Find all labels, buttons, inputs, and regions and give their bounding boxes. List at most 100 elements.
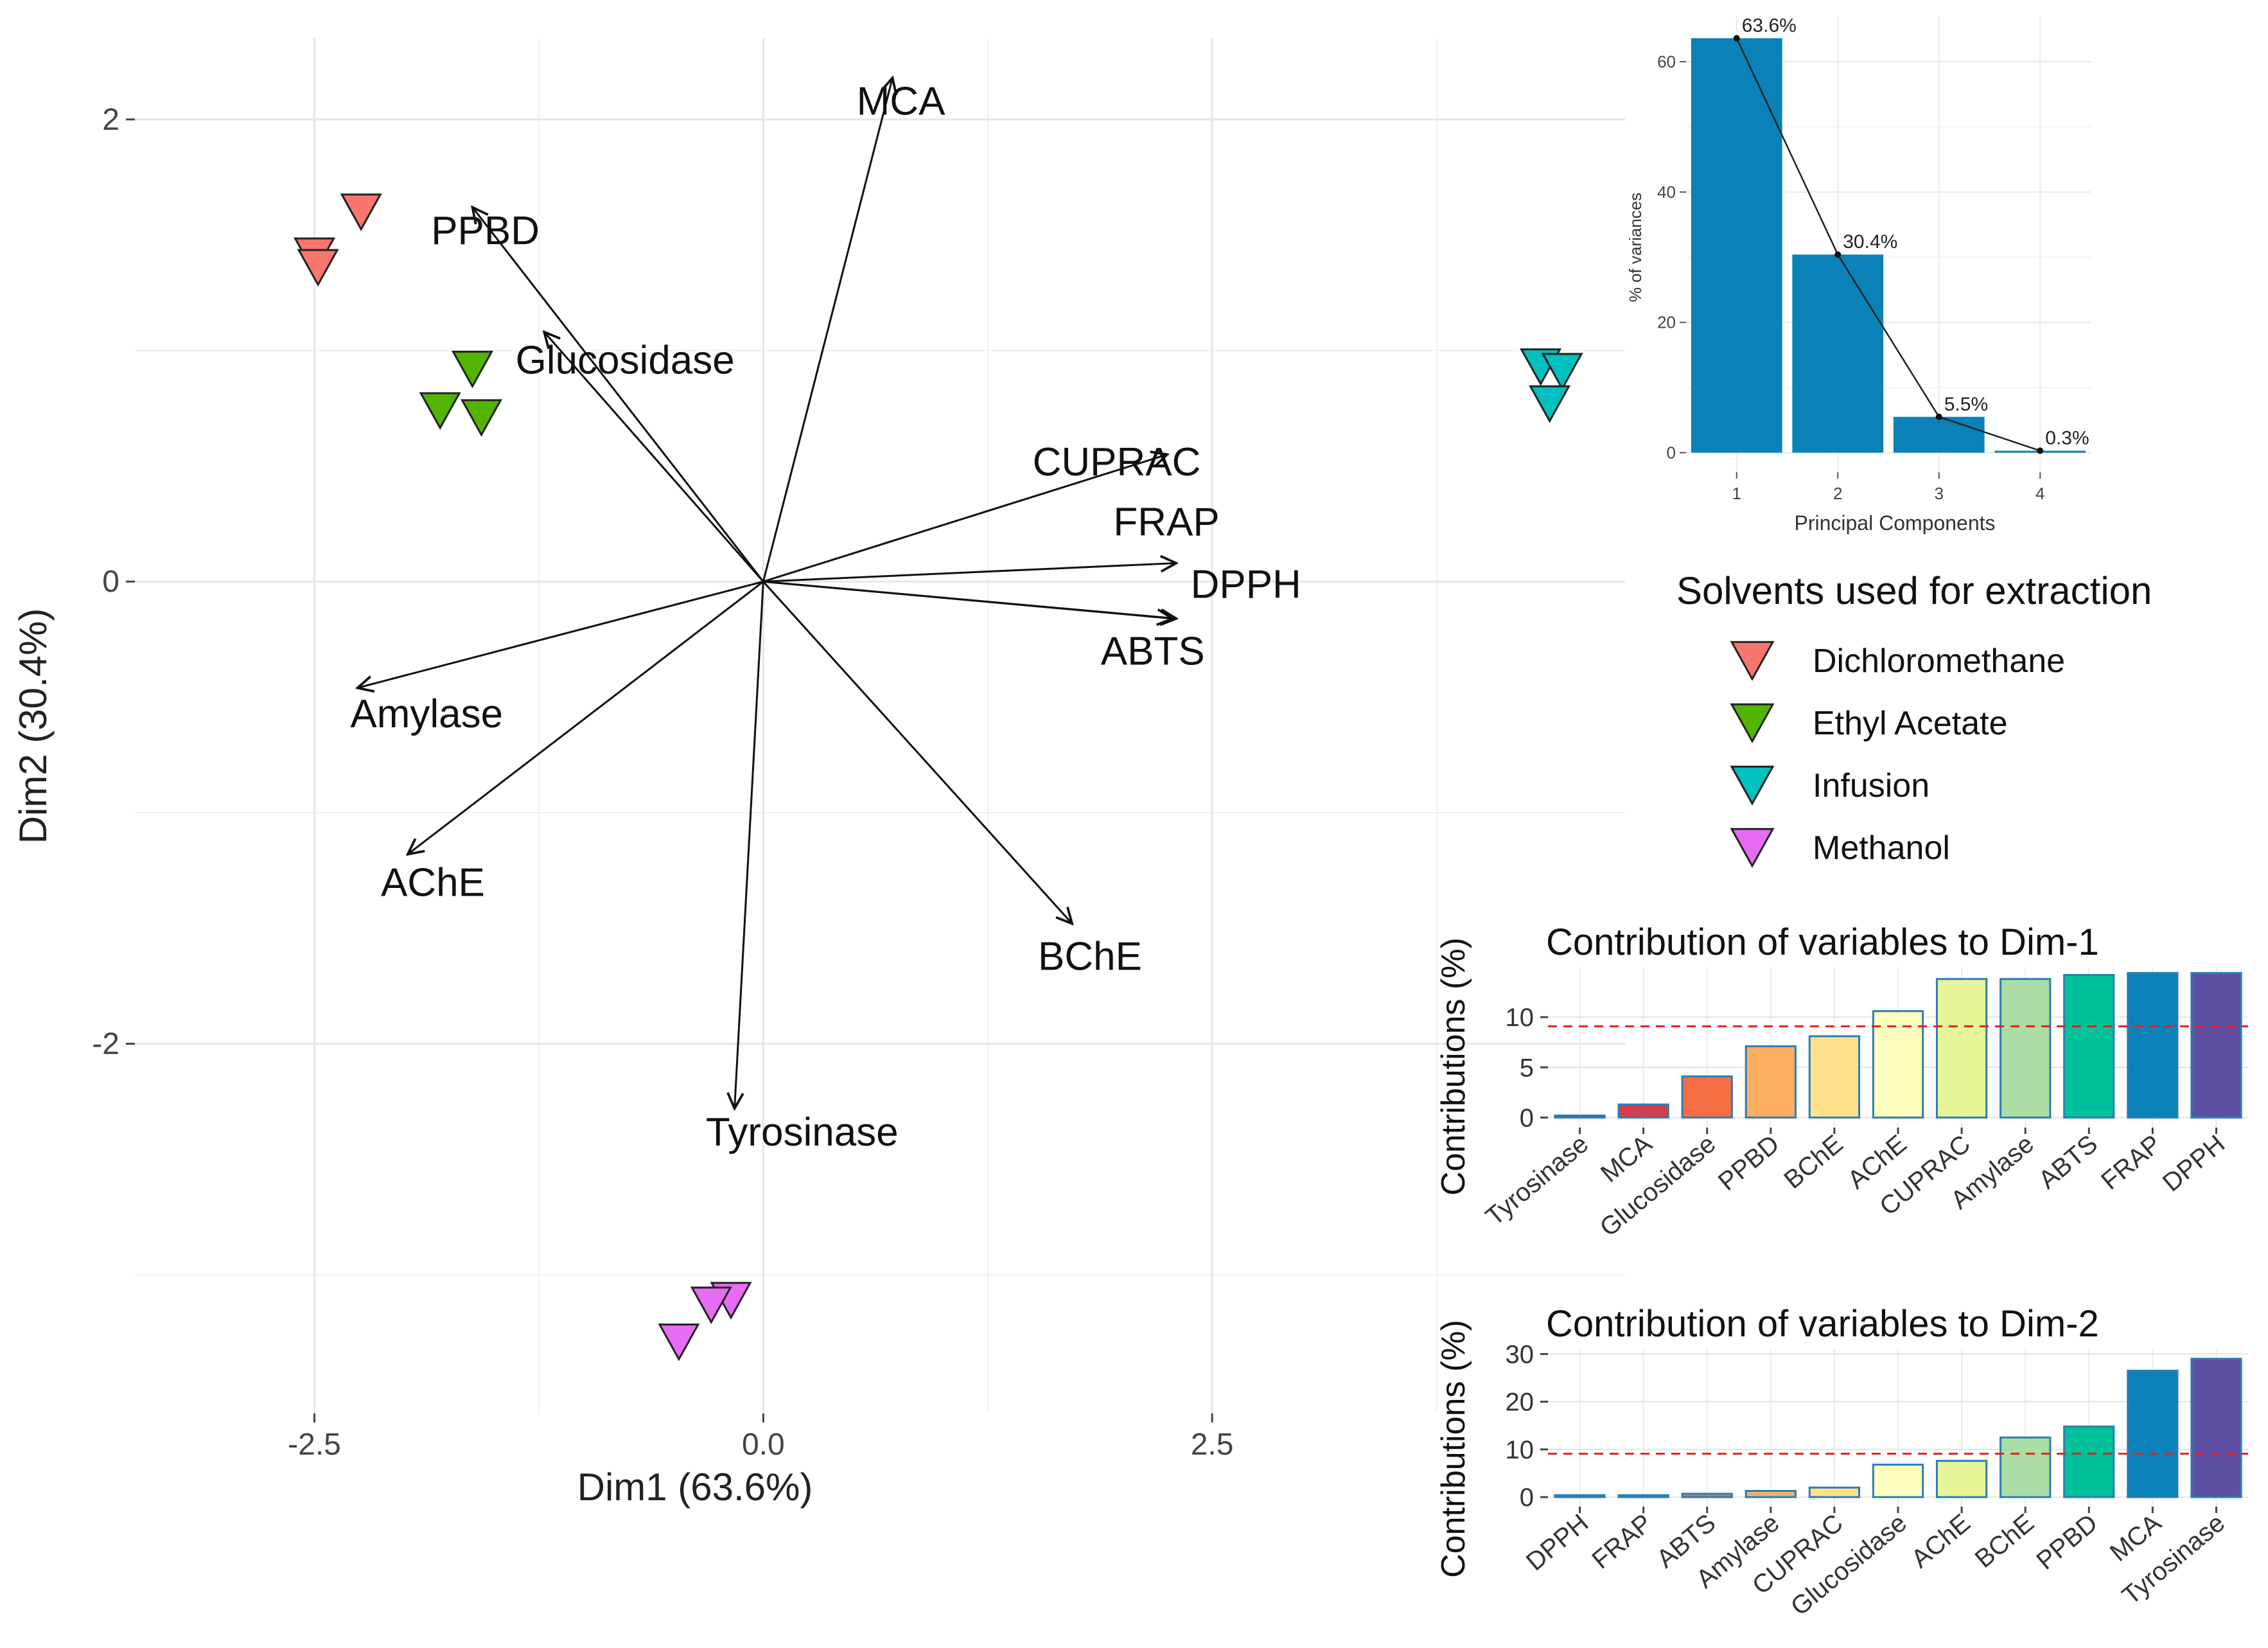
c1-bar-bche [1808, 1035, 1861, 1119]
c1-y-tick-label: 5 [1520, 1054, 1534, 1082]
scree-data-label-pc3: 5.5% [1944, 394, 1988, 415]
biplot-y-tick-label: 2 [102, 103, 119, 137]
point-dichloromethane [340, 193, 382, 231]
scree-data-label-pc2: 30.4% [1843, 231, 1897, 253]
legend-key-methanol [1730, 828, 1775, 868]
solvent-legend: Solvents used for extraction Dichloromet… [1676, 569, 2152, 868]
c1-x-tick-label-ppbd: PPBD [1713, 1130, 1785, 1196]
biplot-sample-points [293, 193, 1583, 1361]
c2-bar-ppbd [2063, 1425, 2115, 1498]
arrow-abts [763, 580, 1172, 619]
variable-label-tyrosinase: Tyrosinase [706, 1110, 899, 1155]
arrow-ache [408, 581, 764, 854]
c2-y-tick-label: 0 [1520, 1484, 1534, 1512]
arrow-mca [762, 78, 892, 582]
variable-label-frap: FRAP [1113, 500, 1219, 544]
variable-label-ache: AChE [381, 860, 485, 905]
scree-x-tick-label: 1 [1732, 484, 1741, 503]
scree-point-pc1 [1733, 35, 1740, 42]
c1-x-tick-label-tyrosinase: Tyrosinase [1481, 1130, 1594, 1231]
variable-label-glucosidase: Glucosidase [516, 339, 735, 383]
scree-data-label-pc4: 0.3% [2045, 428, 2089, 449]
c1-bar-frap [2127, 971, 2179, 1119]
scree-x-axis-label: Principal Components [1794, 511, 1995, 535]
c1-bar-mca [1617, 1103, 1669, 1119]
point-ethyl-acetate [460, 399, 503, 437]
contribution-dim2-y-label: Contributions (%) [1435, 1320, 1472, 1578]
contribution-dim2-axes: 0102030DPPHFRAPABTSAmylaseCUPRACGlucosid… [1506, 1340, 2231, 1621]
c2-bar-amylase [1745, 1490, 1797, 1498]
arrow-ppbd [472, 208, 764, 583]
arrow-cuprac [762, 454, 1167, 583]
c2-bar-abts [1681, 1493, 1733, 1498]
arrow-glucosidase [544, 332, 764, 583]
biplot-y-tick-label: -2 [92, 1027, 119, 1061]
scree-line: 63.6% 30.4% 5.5% 0.3% [1733, 15, 2089, 454]
c1-bar-ache [1872, 1010, 1924, 1119]
c1-bar-ppbd [1745, 1045, 1797, 1119]
biplot-x-axis-label: Dim1 (63.6%) [577, 1466, 813, 1509]
c2-bar-cuprac [1808, 1486, 1861, 1498]
scree-point-pc4 [2037, 447, 2044, 454]
c2-x-tick-label-frap: FRAP [1587, 1509, 1657, 1574]
contribution-dim2-bars [1548, 1358, 2248, 1498]
c1-bar-cuprac [1935, 978, 1988, 1119]
variable-label-dpph: DPPH [1191, 562, 1301, 607]
c1-x-tick-label-abts: ABTS [2034, 1130, 2103, 1194]
biplot-x-tick-label: -2.5 [288, 1428, 341, 1462]
legend-title: Solvents used for extraction [1676, 569, 2152, 612]
variable-label-cuprac: CUPRAC [1033, 440, 1201, 484]
point-infusion [1529, 385, 1571, 423]
c2-bar-dpph [1554, 1494, 1606, 1498]
scree-y-tick-label: 40 [1657, 182, 1676, 202]
contribution-dim2-title: Contribution of variables to Dim-2 [1546, 1303, 2099, 1345]
biplot-x-tick-label: 0.0 [742, 1428, 785, 1462]
scree-line-path [1736, 37, 2041, 452]
variable-label-ppbd: PPBD [431, 209, 540, 253]
scree-axes: 0 20 40 60 1 2 3 4 [1657, 52, 2044, 503]
c1-y-tick-label: 10 [1506, 1004, 1534, 1032]
point-methanol [658, 1324, 700, 1361]
c2-x-tick-label-dpph: DPPH [1521, 1509, 1594, 1576]
c1-bar-tyrosinase [1554, 1114, 1606, 1119]
legend-key-dichloromethane [1730, 641, 1775, 681]
biplot-y-tick-label: 0 [102, 565, 119, 599]
point-methanol [690, 1286, 732, 1325]
point-dichloromethane [297, 249, 339, 287]
contribution-dim1-chart: Contribution of variables to Dim-1 Contr… [1435, 921, 2248, 1242]
c1-bar-dpph [2190, 971, 2242, 1119]
c1-y-tick-label: 0 [1520, 1104, 1534, 1132]
biplot-variable-labels: MCA PPBD Glucosidase CUPRAC FRAP DPPH ABTS Amyl… [350, 80, 1301, 1155]
legend-label-ethyl-acetate: Ethyl Acetate [1813, 705, 2008, 742]
c2-y-tick-label: 30 [1506, 1340, 1534, 1369]
scree-y-tick-label: 0 [1667, 443, 1676, 463]
c1-bar-glucosidase [1681, 1075, 1733, 1119]
legend-label-dichloromethane: Dichloromethane [1813, 642, 2065, 680]
arrow-tyrosinase [735, 581, 764, 1108]
c1-x-tick-label-dpph: DPPH [2158, 1130, 2230, 1197]
scree-bars [1691, 38, 2086, 453]
biplot-y-axis-label: Dim2 (30.4%) [12, 608, 55, 844]
contribution-dim2-chart: Contribution of variables to Dim-2 Contr… [1435, 1303, 2248, 1621]
c2-bar-ache [1935, 1460, 1988, 1498]
c2-bar-frap [1617, 1494, 1669, 1498]
biplot-axes: -2.5 0.0 2.5 2 0 -2 [92, 103, 1233, 1462]
biplot-x-tick-label: 2.5 [1191, 1428, 1234, 1462]
legend-key-infusion [1730, 765, 1775, 806]
c1-x-tick-label-frap: FRAP [2096, 1130, 2167, 1195]
scree-x-tick-label: 2 [1833, 484, 1842, 503]
scree-y-axis-label: % of variances [1626, 193, 1645, 303]
c1-bar-abts [2063, 974, 2115, 1119]
variable-label-mca: MCA [857, 80, 945, 124]
scree-y-tick-label: 20 [1657, 313, 1676, 332]
variable-label-amylase: Amylase [350, 692, 503, 736]
c2-bar-tyrosinase [2190, 1358, 2242, 1498]
scree-data-label-pc1: 63.6% [1742, 15, 1797, 36]
scree-point-pc2 [1834, 251, 1842, 258]
c2-bar-bche [2000, 1436, 2052, 1498]
point-infusion [1541, 353, 1583, 391]
pca-biplot: -2.5 0.0 2.5 2 0 -2 MCA PPBD Glucosidase CUPRAC F… [12, 39, 1625, 1509]
legend-label-methanol: Methanol [1813, 829, 1950, 867]
c1-x-tick-label-bche: BChE [1779, 1130, 1848, 1194]
